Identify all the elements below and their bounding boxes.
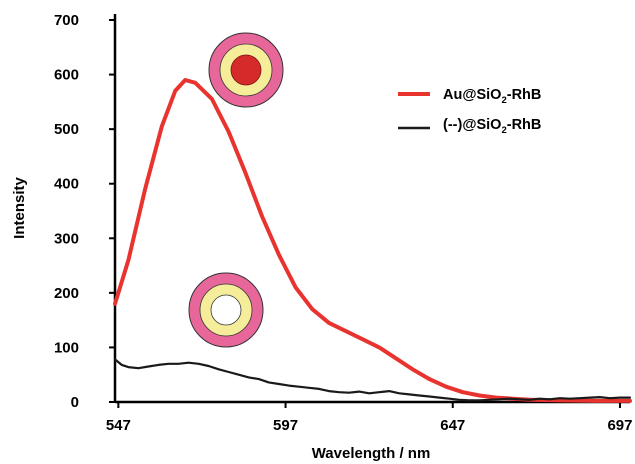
y-tick-label: 400 — [54, 176, 79, 193]
empty-sio2-rhb-series-line — [113, 358, 632, 402]
y-tick-label: 100 — [54, 339, 79, 356]
au-sio2-rhb-series-line — [113, 78, 632, 403]
x-ticks: 547 597 647 697 — [106, 402, 632, 434]
x-tick-label: 547 — [106, 417, 131, 434]
gold-core-particle-icon — [208, 32, 284, 108]
y-tick-label: 500 — [54, 121, 79, 138]
y-tick-label: 300 — [54, 230, 79, 247]
y-ticks: 0 100 200 300 400 500 600 700 — [54, 12, 115, 411]
y-tick-label: 0 — [71, 394, 79, 411]
y-tick-label: 600 — [54, 67, 79, 84]
legend-label-empty: (--)@SiO2-RhB — [443, 117, 541, 136]
legend-label-au: Au@SiO2-RhB — [443, 87, 541, 106]
y-axis-title: Intensity — [11, 177, 28, 239]
hollow-core-particle-icon — [188, 272, 264, 348]
x-axis-title: Wavelength / nm — [312, 445, 431, 462]
series-layer — [113, 78, 632, 403]
y-tick-label: 200 — [54, 285, 79, 302]
x-tick-label: 697 — [607, 417, 632, 434]
y-tick-label: 700 — [54, 12, 79, 29]
x-tick-label: 647 — [440, 417, 465, 434]
x-tick-label: 597 — [273, 417, 298, 434]
legend: Au@SiO2-RhB (--)@SiO2-RhB — [398, 87, 541, 136]
